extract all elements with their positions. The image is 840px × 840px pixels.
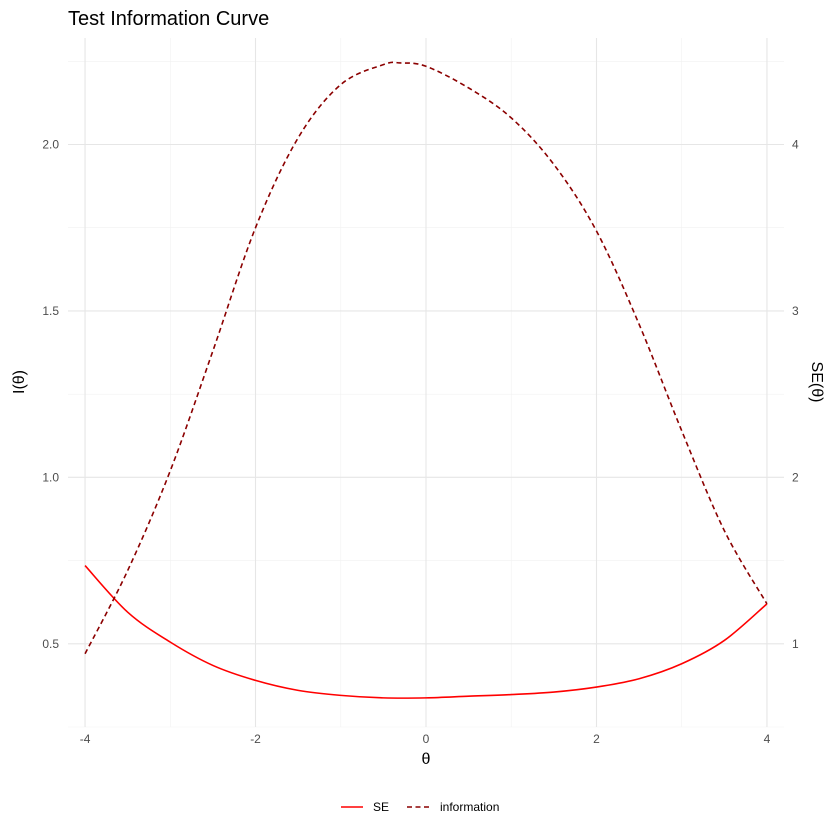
- y-tick-label: 1.5: [42, 304, 59, 318]
- x-axis-title: θ: [422, 751, 431, 768]
- y2-axis-title: SE(θ): [808, 362, 825, 403]
- legend-label-se: SE: [373, 800, 389, 814]
- series-line-information: [84, 61, 768, 655]
- x-tick-label: -4: [80, 732, 91, 746]
- x-tick-label: 4: [764, 732, 771, 746]
- major-gridlines: [68, 38, 784, 727]
- x-tick-label: -2: [250, 732, 261, 746]
- series-line-se: [84, 565, 768, 699]
- series-lines: [84, 61, 768, 699]
- legend: SE information: [341, 800, 499, 814]
- x-tick-label: 0: [423, 732, 430, 746]
- y-tick-label: 1.0: [42, 470, 59, 484]
- x-tick-label: 2: [593, 732, 600, 746]
- tick-labels: -4 -2 0 2 4 0.5 1.0 1.5 2.0 1 2 3 4: [42, 138, 799, 746]
- y2-tick-label: 1: [792, 637, 799, 651]
- y-axis-title: I(θ): [11, 370, 28, 394]
- chart-title: Test Information Curve: [68, 8, 269, 30]
- legend-label-information: information: [440, 800, 499, 814]
- y-tick-label: 0.5: [42, 637, 59, 651]
- y2-tick-label: 3: [792, 304, 799, 318]
- y2-tick-label: 2: [792, 470, 799, 484]
- y2-tick-label: 4: [792, 138, 799, 152]
- y-tick-label: 2.0: [42, 138, 59, 152]
